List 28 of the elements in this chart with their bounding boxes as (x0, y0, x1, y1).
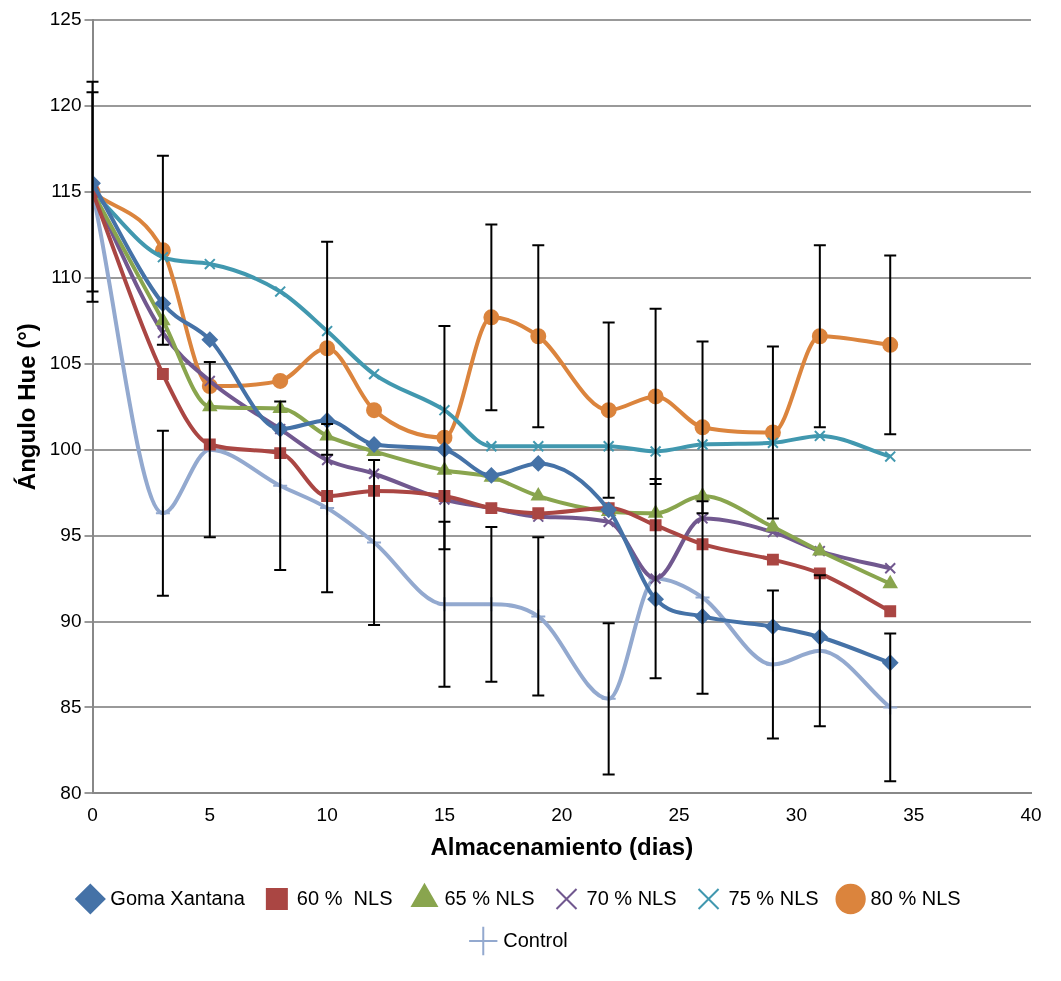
y-tick-label: 100 (49, 437, 82, 459)
legend-label: Goma Xantana (110, 886, 246, 909)
x-tick-label: 20 (551, 804, 573, 826)
x-tick-label: 0 (87, 804, 98, 826)
legend-label: 65 % NLS (444, 886, 535, 909)
y-axis-title: Ángulo Hue (°) (13, 323, 41, 491)
y-tick-label: 125 (49, 8, 82, 30)
legend-label: 60 % NLS (296, 886, 393, 909)
x-tick-label: 25 (668, 804, 690, 826)
legend-label: 75 % NLS (728, 886, 819, 909)
y-tick-label: 120 (49, 94, 82, 116)
x-axis-title: Almacenamiento (dias) (430, 833, 694, 861)
x-tick-label: 40 (1020, 804, 1042, 826)
y-tick-label: 95 (60, 523, 82, 545)
x-tick-label: 10 (316, 804, 338, 826)
x-tick-label: 5 (204, 804, 216, 826)
y-tick-label: 110 (51, 266, 82, 288)
x-tick-label: 30 (785, 804, 807, 826)
y-tick-label: 85 (60, 695, 82, 717)
legend-label: 80 % NLS (870, 886, 961, 909)
x-tick-label: 35 (903, 804, 925, 826)
y-tick-label: 105 (49, 351, 82, 373)
y-tick-label: 90 (60, 609, 82, 631)
x-tick-label: 15 (433, 804, 456, 826)
y-tick-label: 80 (60, 781, 82, 803)
legend-label: Control (503, 928, 568, 951)
y-tick-label: 115 (51, 180, 82, 202)
legend-label: 70 % NLS (586, 886, 677, 909)
